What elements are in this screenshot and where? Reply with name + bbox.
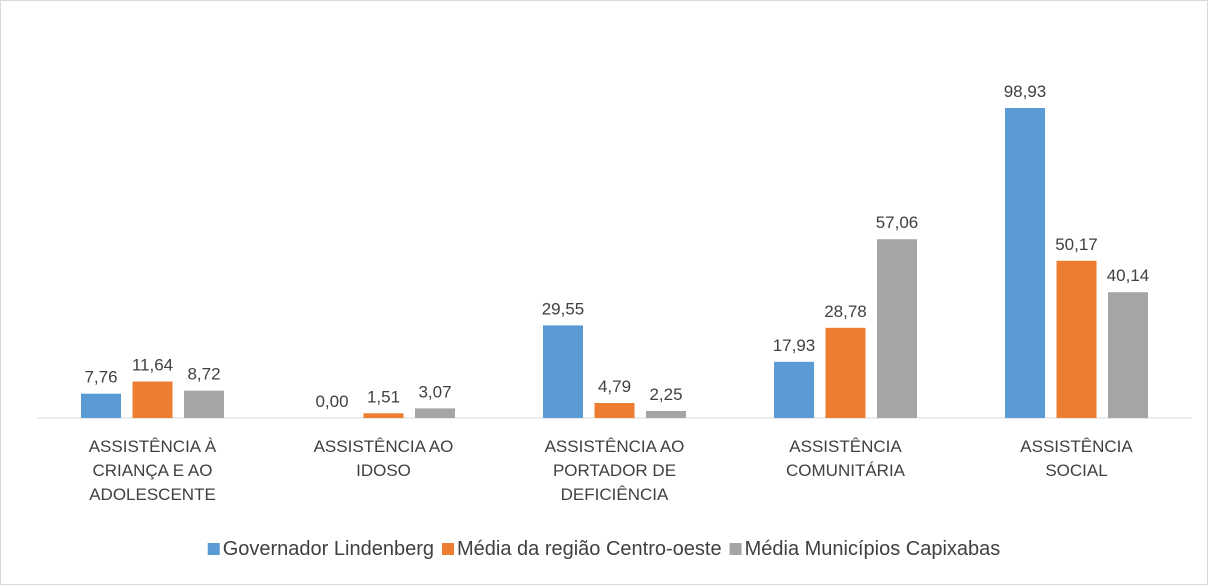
x-tick-label-line: DEFICIÊNCIA: [561, 485, 669, 504]
x-tick-label-line: ADOLESCENTE: [89, 485, 216, 504]
x-tick-label-line: PORTADOR DE: [553, 461, 676, 480]
bar: [132, 381, 173, 418]
data-label: 40,14: [1107, 266, 1150, 285]
data-label: 8,72: [187, 365, 220, 384]
bar: [1005, 108, 1045, 418]
bar: [363, 413, 404, 418]
legend-swatch: [729, 543, 742, 555]
bar: [415, 408, 455, 418]
data-label: 57,06: [876, 213, 919, 232]
data-label: 11,64: [132, 356, 173, 375]
data-label: 28,78: [824, 302, 867, 321]
data-label: 1,51: [367, 387, 400, 406]
bar: [184, 390, 224, 418]
bar: [1056, 260, 1097, 418]
legend: Governador Lindenberg Média da região Cen…: [207, 538, 1001, 560]
x-tick-label: ASSISTÊNCIA SOCIAL: [1020, 437, 1133, 480]
legend-label: Média Municípios Capixabas: [745, 538, 1001, 560]
x-tick-label: ASSISTÊNCIA AO IDOSO: [314, 437, 454, 480]
bar: [594, 402, 635, 418]
x-tick-label-line: ASSISTÊNCIA: [1020, 437, 1133, 456]
data-label: 0,00: [315, 392, 348, 411]
x-tick-label-line: CRIANÇA E AO: [93, 461, 213, 480]
data-label: 98,93: [1004, 82, 1047, 101]
data-label: 3,07: [418, 382, 451, 401]
x-tick-label: ASSISTÊNCIA À CRIANÇA E AO ADOLESCENTE: [89, 437, 217, 504]
x-tick-label-line: ASSISTÊNCIA AO: [545, 437, 685, 456]
data-label: 4,79: [598, 377, 631, 396]
bar: [646, 410, 686, 418]
legend-swatch: [207, 543, 220, 555]
data-label: 17,93: [773, 336, 816, 355]
x-tick-label-line: ASSISTÊNCIA: [789, 437, 902, 456]
bar: [825, 327, 866, 418]
legend-label: Média da região Centro-oeste: [457, 538, 722, 560]
bar: [774, 361, 814, 418]
data-label: 29,55: [542, 299, 585, 318]
bar: [81, 393, 121, 418]
data-label: 2,25: [649, 385, 682, 404]
legend-label: Governador Lindenberg: [223, 538, 434, 560]
bar: [877, 239, 917, 418]
legend-swatch: [441, 543, 454, 555]
x-tick-label: ASSISTÊNCIA AO PORTADOR DE DEFICIÊNCIA: [545, 437, 685, 504]
x-tick-label-line: IDOSO: [356, 461, 411, 480]
data-label: 7,76: [84, 368, 117, 387]
bar: [1108, 292, 1148, 418]
bar: [543, 325, 583, 418]
x-tick-label-line: ASSISTÊNCIA AO: [314, 437, 454, 456]
x-tick-label-line: SOCIAL: [1045, 461, 1107, 480]
x-tick-label-line: COMUNITÁRIA: [786, 461, 906, 480]
x-tick-label: ASSISTÊNCIA COMUNITÁRIA: [786, 437, 906, 480]
data-label: 50,17: [1055, 235, 1098, 254]
x-tick-label-line: ASSISTÊNCIA À: [89, 437, 217, 456]
